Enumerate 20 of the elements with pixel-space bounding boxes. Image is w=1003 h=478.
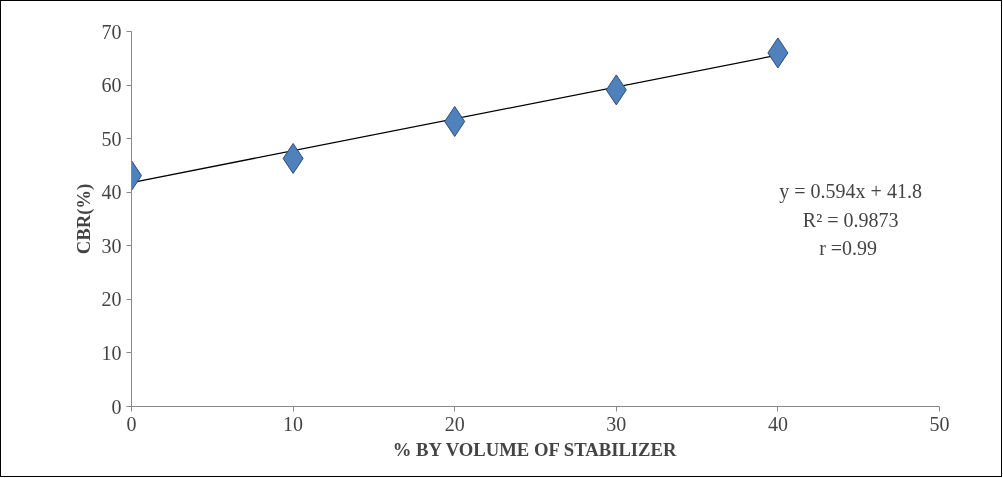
y-tick-label: 40 [101, 181, 122, 204]
x-tick-label: 30 [606, 412, 627, 435]
y-tick-label: 10 [101, 341, 122, 364]
y-tick-label: 20 [101, 288, 122, 311]
x-tick-label: 50 [929, 412, 950, 435]
y-tick-label: 0 [111, 395, 122, 418]
x-tick-label: 0 [126, 412, 137, 435]
y-axis-title: CBR(%) [72, 183, 95, 255]
annotation: y = 0.594x + 41.8 [779, 180, 922, 204]
y-tick-label: 50 [101, 127, 122, 150]
x-axis-title: % BY VOLUME OF STABILIZER [392, 438, 677, 460]
annotation: R² = 0.9873 [802, 208, 899, 231]
point [444, 106, 466, 137]
x-tick-label: 40 [767, 412, 788, 435]
annotation: r =0.99 [819, 236, 878, 259]
y-tick-label: 70 [101, 20, 122, 43]
y-tick-label: 30 [101, 234, 122, 257]
y-tick-label: 60 [101, 74, 122, 97]
x-tick-label: 20 [444, 412, 465, 435]
x-tick-label: 10 [283, 412, 304, 435]
